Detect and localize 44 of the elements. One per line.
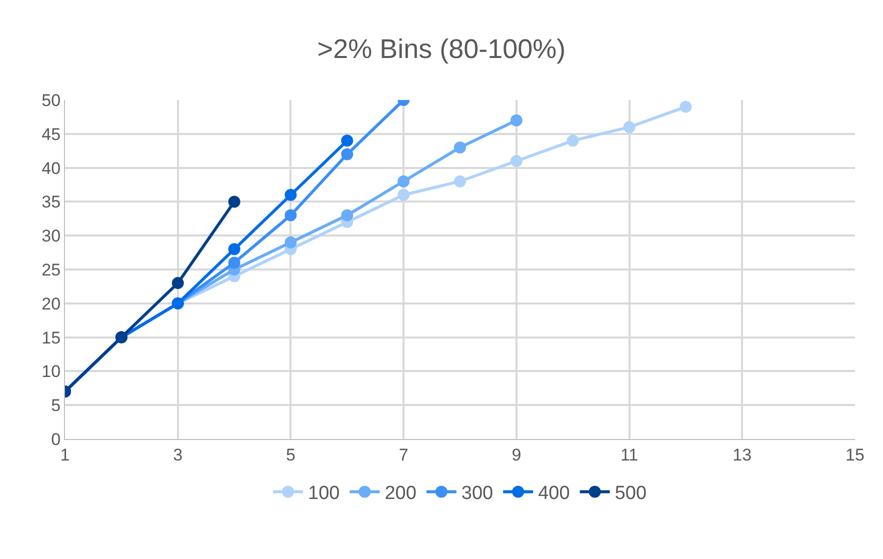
point [341, 134, 354, 147]
point [341, 148, 354, 160]
x-tick-label: 1 [60, 445, 70, 464]
y-tick-label: 10 [42, 362, 61, 382]
point [284, 188, 297, 201]
point [341, 209, 354, 222]
legend-label: 500 [614, 483, 647, 504]
x-tick-label: 7 [398, 445, 408, 464]
point [228, 196, 240, 208]
y-tick-label: 30 [42, 226, 61, 246]
y-tick-label: 50 [42, 90, 61, 110]
point [172, 277, 184, 290]
point [284, 236, 297, 248]
y-tick-label: 5 [51, 396, 61, 416]
x-tick-label: 5 [286, 445, 296, 464]
point [228, 256, 240, 269]
y-tick-label: 0 [51, 430, 61, 449]
y-tick-label: 45 [42, 124, 61, 144]
point [398, 188, 410, 201]
x-tick-label: 15 [846, 445, 864, 464]
y-tick-label: 20 [42, 294, 61, 314]
point [398, 175, 410, 188]
chart-title: >2% Bins (80-100%) [317, 34, 566, 64]
point [454, 175, 466, 188]
x-tick-label: 13 [732, 445, 752, 464]
y-tick-label: 15 [42, 328, 61, 348]
point [228, 243, 240, 256]
x-tick-label: 9 [512, 445, 522, 464]
point [566, 134, 579, 147]
point [510, 155, 522, 168]
point [454, 141, 466, 154]
legend-label: 200 [384, 483, 416, 504]
point [623, 121, 636, 134]
y-tick-label: 35 [42, 192, 61, 212]
point [680, 100, 692, 113]
legend-label: 100 [308, 483, 340, 504]
legend-label: 300 [461, 483, 494, 504]
point [510, 114, 522, 126]
y-tick-label: 25 [42, 260, 61, 280]
legend-label: 400 [538, 483, 570, 504]
point [284, 209, 297, 222]
x-tick-label: 3 [173, 445, 183, 464]
x-tick-label: 11 [620, 445, 638, 464]
y-tick-label: 40 [42, 158, 61, 178]
